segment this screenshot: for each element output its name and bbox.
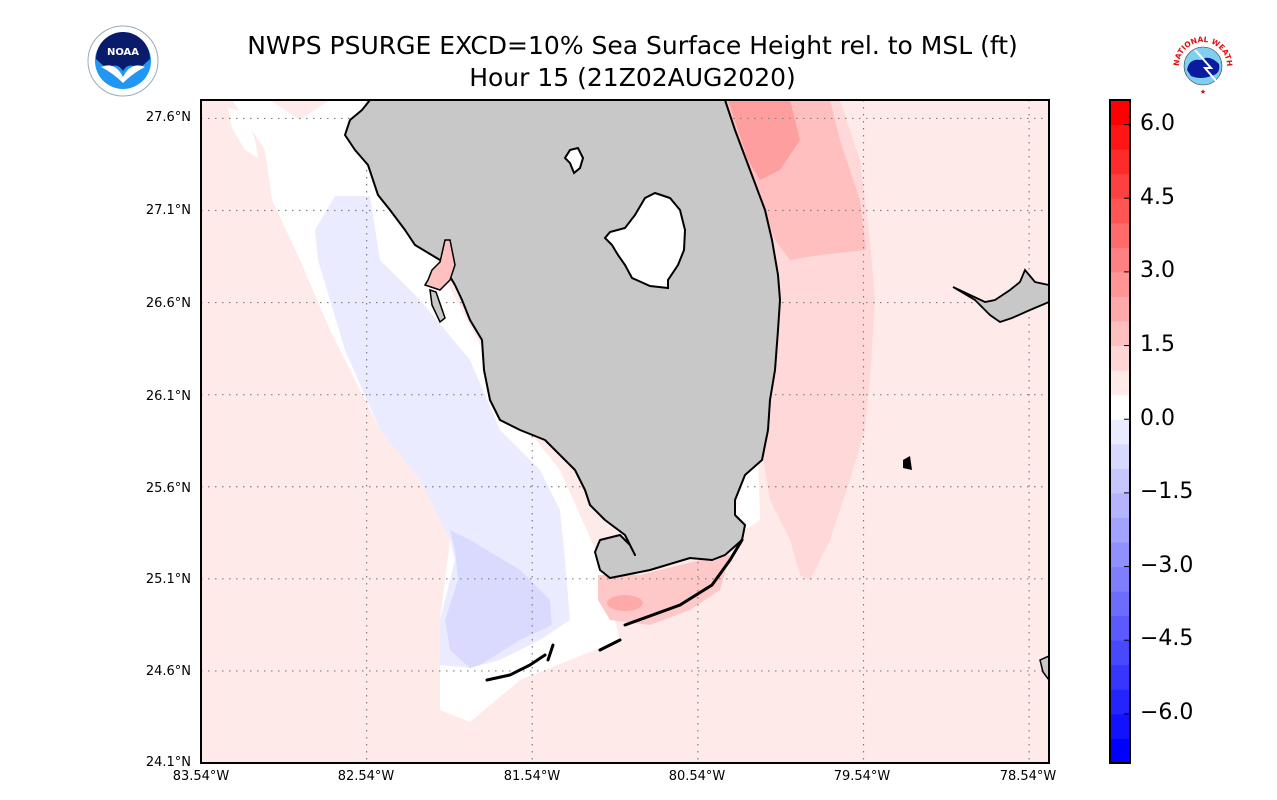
field-neg-one bbox=[445, 530, 552, 668]
colorbar-band bbox=[1110, 419, 1130, 445]
field-zero-west bbox=[232, 100, 620, 722]
bimini-island bbox=[903, 456, 912, 470]
lat-tick-label: 26.1°N bbox=[145, 389, 191, 404]
ocean-base bbox=[201, 100, 1049, 763]
colorbar-band bbox=[1110, 738, 1130, 764]
colorbar-frame bbox=[1109, 99, 1131, 764]
colorbar-band bbox=[1110, 542, 1130, 568]
noaa-logo: NOAA bbox=[87, 25, 159, 97]
florida-keys bbox=[485, 538, 744, 682]
colorbar-band bbox=[1110, 591, 1130, 617]
colorbar-band bbox=[1110, 713, 1130, 739]
colorbar-tick-label: 1.5 bbox=[1140, 332, 1175, 357]
lat-tick-label: 27.1°N bbox=[145, 203, 191, 218]
colorbar-band bbox=[1110, 566, 1130, 592]
colorbar-band bbox=[1110, 615, 1130, 641]
lon-tick-label: 79.54°W bbox=[833, 769, 891, 784]
field-zero-west-patch bbox=[228, 108, 258, 158]
colorbar-tick-label: −6.0 bbox=[1140, 700, 1194, 725]
grid-lines bbox=[201, 100, 1049, 763]
colorbar-band bbox=[1110, 100, 1130, 126]
colorbar-band bbox=[1110, 222, 1130, 248]
florida-land bbox=[344, 100, 781, 579]
lon-tick-label: 78.54°W bbox=[999, 769, 1057, 784]
colorbar-tick-label: 0.0 bbox=[1140, 406, 1175, 431]
lon-tick-label: 83.54°W bbox=[172, 769, 230, 784]
noaa-logo-text: NOAA bbox=[107, 47, 139, 58]
colorbar-band bbox=[1110, 443, 1130, 469]
colorbar-band bbox=[1110, 689, 1130, 715]
colorbar-tick-label: −1.5 bbox=[1140, 479, 1194, 504]
colorbar-band bbox=[1110, 468, 1130, 494]
field-atlantic-outer bbox=[725, 100, 875, 580]
colorbar-band bbox=[1110, 198, 1130, 224]
colorbar-band bbox=[1110, 321, 1130, 347]
colorbar-band bbox=[1110, 124, 1130, 150]
charlotte-harbor bbox=[423, 239, 456, 291]
lon-tick-label: 81.54°W bbox=[503, 769, 561, 784]
colorbar-band bbox=[1110, 370, 1130, 396]
colorbar-tick-label: 4.5 bbox=[1140, 185, 1175, 210]
colorbar-band bbox=[1110, 394, 1130, 420]
plot-title: NWPS PSURGE EXCD=10% Sea Surface Height … bbox=[247, 31, 1018, 60]
lon-tick-label: 80.54°W bbox=[668, 769, 726, 784]
colorbar-band bbox=[1110, 345, 1130, 371]
colorbar-band bbox=[1110, 664, 1130, 690]
colorbar-band bbox=[1110, 247, 1130, 273]
lat-tick-label: 24.1°N bbox=[145, 755, 191, 770]
nws-logo: NATIONAL WEATHER SERVICE ★ bbox=[1167, 26, 1236, 97]
field-neg-half bbox=[315, 196, 570, 668]
plot-subtitle: Hour 15 (21Z02AUG2020) bbox=[469, 63, 796, 92]
lat-tick-label: 27.6°N bbox=[145, 110, 191, 125]
map-frame bbox=[200, 99, 1050, 764]
andros-island-edge bbox=[1039, 655, 1049, 682]
svg-text:★: ★ bbox=[1200, 88, 1206, 96]
colorbar-tick-label: 6.0 bbox=[1140, 111, 1175, 136]
colorbar-tick-label: 3.0 bbox=[1140, 258, 1175, 283]
colorbar-tick-label: −3.0 bbox=[1140, 553, 1194, 578]
colorbar-band bbox=[1110, 149, 1130, 175]
lat-tick-label: 25.1°N bbox=[145, 572, 191, 587]
lake-okeechobee bbox=[603, 191, 687, 290]
colorbar-band bbox=[1110, 296, 1130, 322]
pine-island bbox=[429, 288, 446, 324]
colorbar-band bbox=[1110, 517, 1130, 543]
field-florida-bay-peak bbox=[607, 595, 643, 611]
lat-tick-label: 25.6°N bbox=[145, 481, 191, 496]
colorbar-band bbox=[1110, 173, 1130, 199]
colorbar-band bbox=[1110, 271, 1130, 297]
lat-tick-label: 26.6°N bbox=[145, 296, 191, 311]
lake-istokpoga bbox=[563, 146, 585, 175]
lat-tick-label: 24.6°N bbox=[145, 664, 191, 679]
field-atlantic-inner bbox=[725, 100, 866, 260]
colorbar bbox=[1110, 100, 1130, 764]
colorbar-band bbox=[1110, 492, 1130, 518]
field-florida-bay bbox=[598, 555, 730, 625]
grand-bahama bbox=[952, 268, 1049, 323]
field-atlantic-peak bbox=[728, 100, 800, 180]
colorbar-ticks bbox=[1124, 124, 1130, 715]
lon-tick-label: 82.54°W bbox=[337, 769, 395, 784]
colorbar-band bbox=[1110, 640, 1130, 666]
field-zero-miami bbox=[735, 455, 760, 530]
colorbar-tick-label: −4.5 bbox=[1140, 626, 1194, 651]
